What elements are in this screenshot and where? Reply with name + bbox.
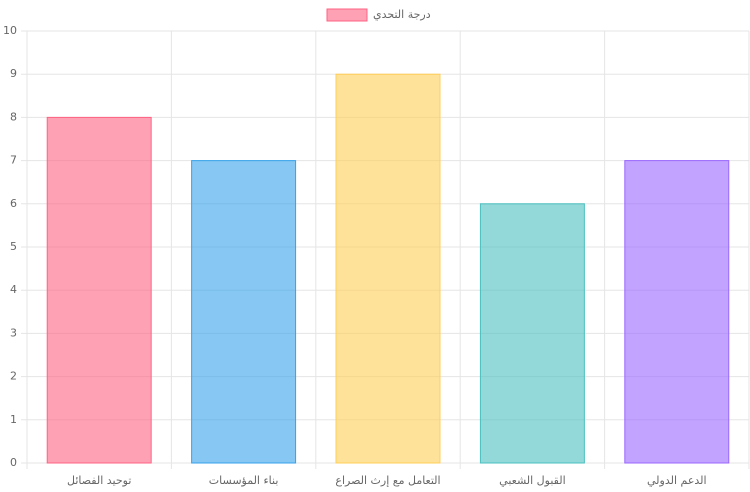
bar [479,203,585,464]
y-tick-label: 10 [3,24,17,37]
y-tick-label: 8 [10,110,17,123]
y-tick-label: 9 [10,67,17,80]
x-tick-label: توحيد الفصائل [67,474,131,487]
legend-label: درجة التحدي [373,8,431,21]
y-tick-label: 4 [10,283,17,296]
y-tick-label: 7 [10,154,17,167]
y-tick-label: 1 [10,413,17,426]
y-tick-label: 2 [10,370,17,383]
y-tick-label: 3 [10,326,17,339]
x-tick-label: القبول الشعبي [499,474,565,487]
bar [191,160,297,464]
x-tick-label: التعامل مع إرث الصراع [335,474,440,487]
y-tick-label: 5 [10,240,17,253]
y-tick-label: 0 [10,456,17,469]
bar [46,116,152,464]
legend-swatch [326,8,368,22]
bar [335,73,441,464]
bar [624,160,730,464]
x-tick-label: الدعم الدولي [647,474,707,487]
y-tick-label: 6 [10,197,17,210]
x-tick-label: بناء المؤسسات [209,474,279,487]
